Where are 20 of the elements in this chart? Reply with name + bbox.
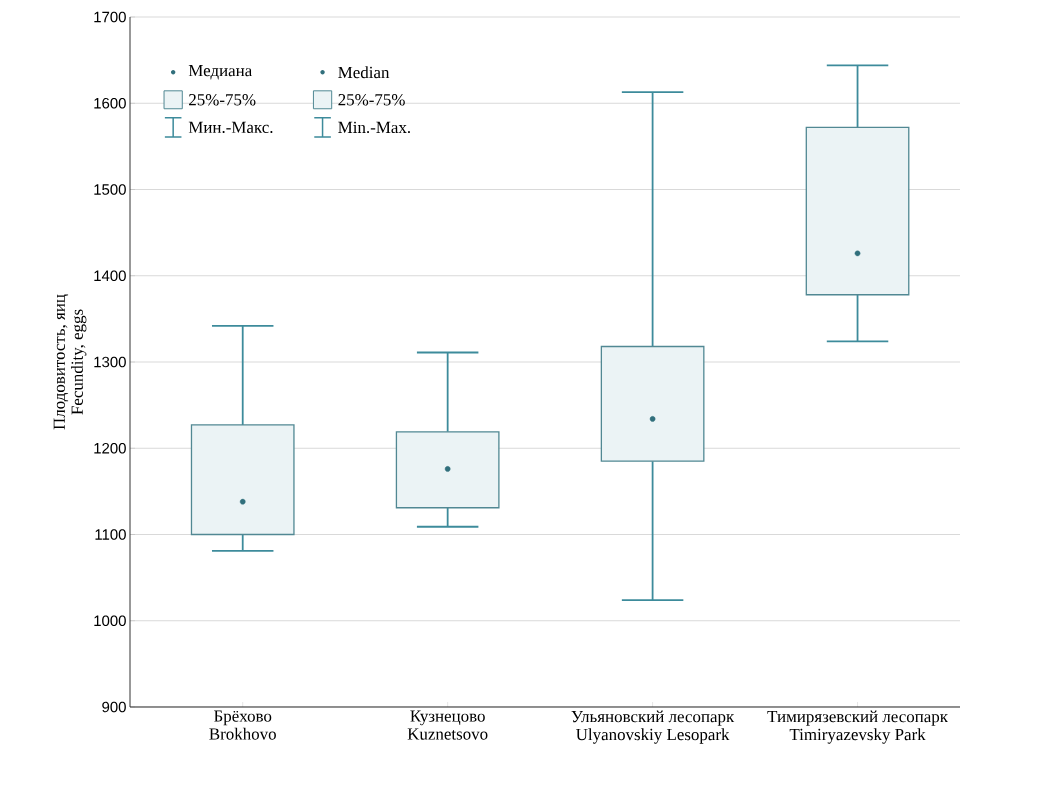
y-tick-label: 1100 bbox=[95, 529, 126, 540]
x-tick-label: Брёхово Brokhovo bbox=[209, 710, 276, 740]
y-tick-label: 900 bbox=[102, 701, 126, 713]
y-tick-label: 1600 bbox=[94, 97, 126, 109]
annotation: Медиана bbox=[188, 65, 252, 80]
y-tick-label: 1000 bbox=[94, 615, 126, 627]
y-axis-title: Плодовитость, яиц Fecundity, eggs bbox=[53, 294, 87, 430]
x-tick-label: Кузнецово Kuznetsovo bbox=[407, 710, 488, 740]
x-tick-label: Ульяновский лесопарк Ulyanovskiy Lesopark bbox=[571, 710, 735, 744]
annotation: 25%-75% bbox=[338, 94, 405, 106]
annotation: 25%-75% bbox=[189, 94, 256, 106]
x-tick-label: Тимирязевский лесопарк Timiryazevsky Park bbox=[767, 710, 949, 744]
annotation: Мин.-Макс. bbox=[188, 121, 273, 134]
y-tick-label: 1300 bbox=[94, 356, 126, 368]
y-tick-label: 1200 bbox=[94, 442, 126, 454]
y-tick-label: 1400 bbox=[94, 270, 126, 282]
annotation: Min.-Max. bbox=[338, 121, 410, 134]
y-tick-label: 1700 bbox=[94, 11, 126, 23]
y-tick-label: 1500 bbox=[94, 184, 126, 195]
annotation: Median bbox=[338, 66, 390, 79]
